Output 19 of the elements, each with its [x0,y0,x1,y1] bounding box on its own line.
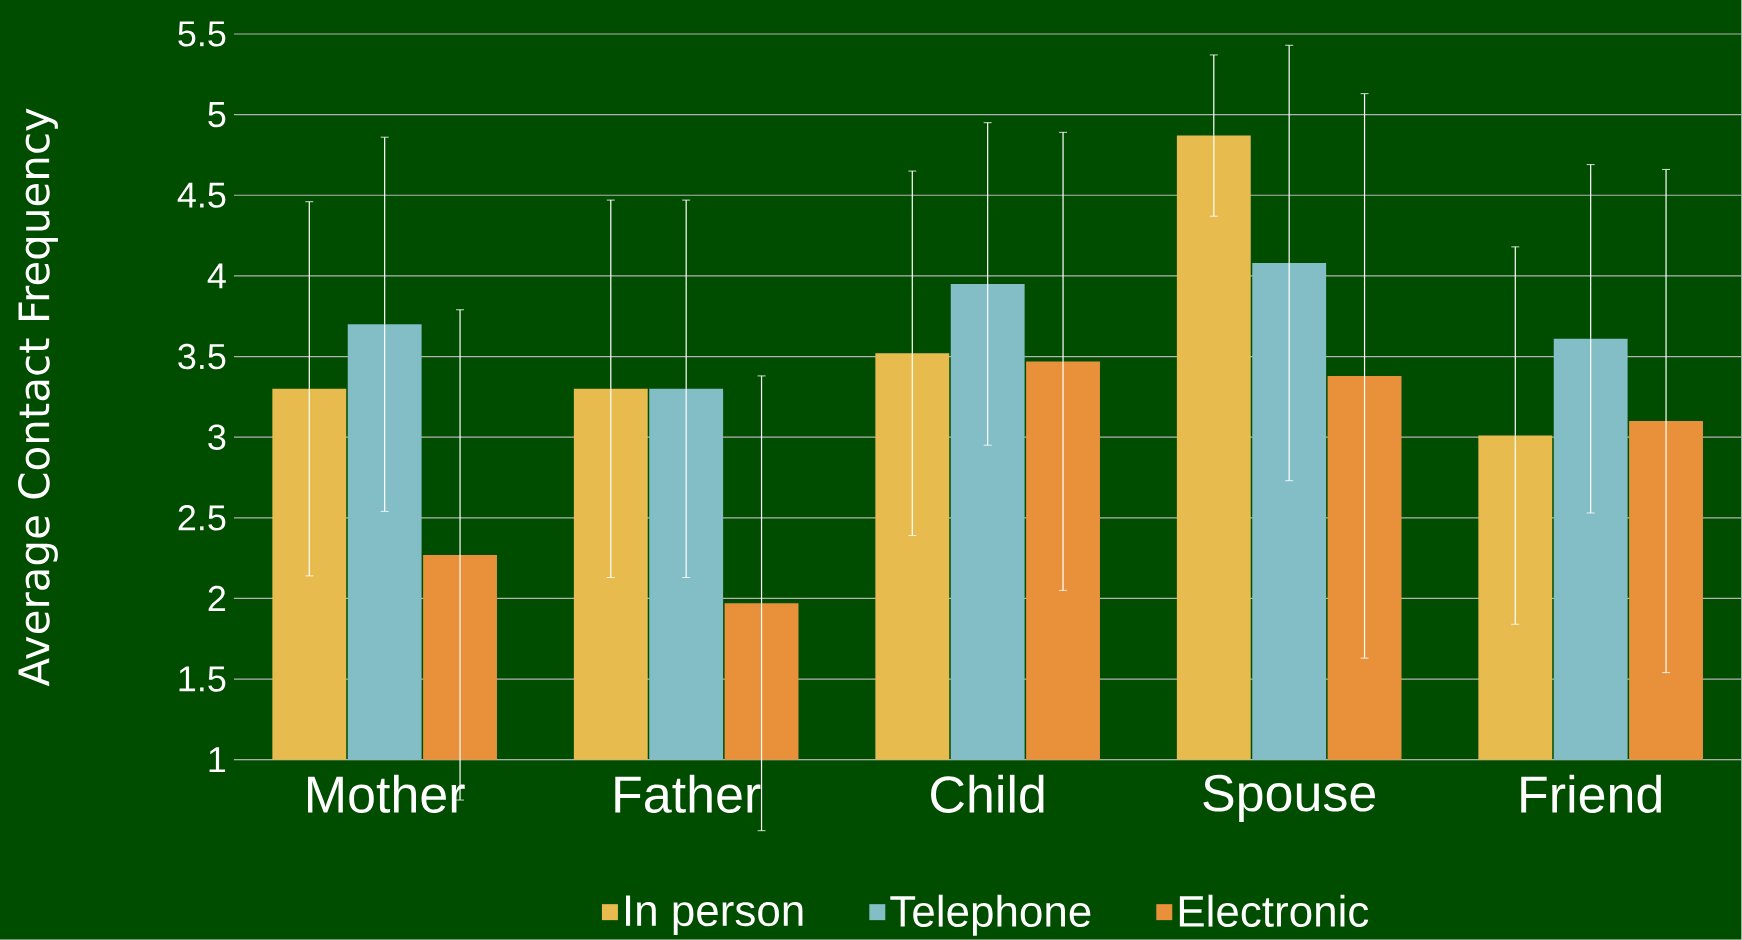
y-tick-label: 5 [208,102,226,128]
y-tick-label: 4 [207,263,226,289]
x-tick-label: Spouse [1203,774,1375,823]
legend-label: Telephone [890,894,1091,936]
y-tick-label: 1.5 [179,666,226,692]
y-tick-label: 5.5 [178,21,226,47]
y-tick-label: 4.5 [177,182,226,208]
y-tick-label: 2 [208,586,226,612]
x-tick-label: Father [615,774,761,814]
legend-label: In person [625,895,803,936]
y-tick-label: 3.5 [178,343,226,370]
y-tick-label: 1 [209,747,226,773]
x-tick-label: Friend [1521,774,1661,814]
y-tick-label: 2.5 [178,505,226,531]
y-axis-title: Average Contact Frequency [17,108,58,687]
legend-label: Electronic [1179,894,1369,928]
y-tick-label: 3 [208,424,226,451]
x-tick-label: Child [931,774,1044,814]
x-tick-label: Mother [308,774,465,814]
